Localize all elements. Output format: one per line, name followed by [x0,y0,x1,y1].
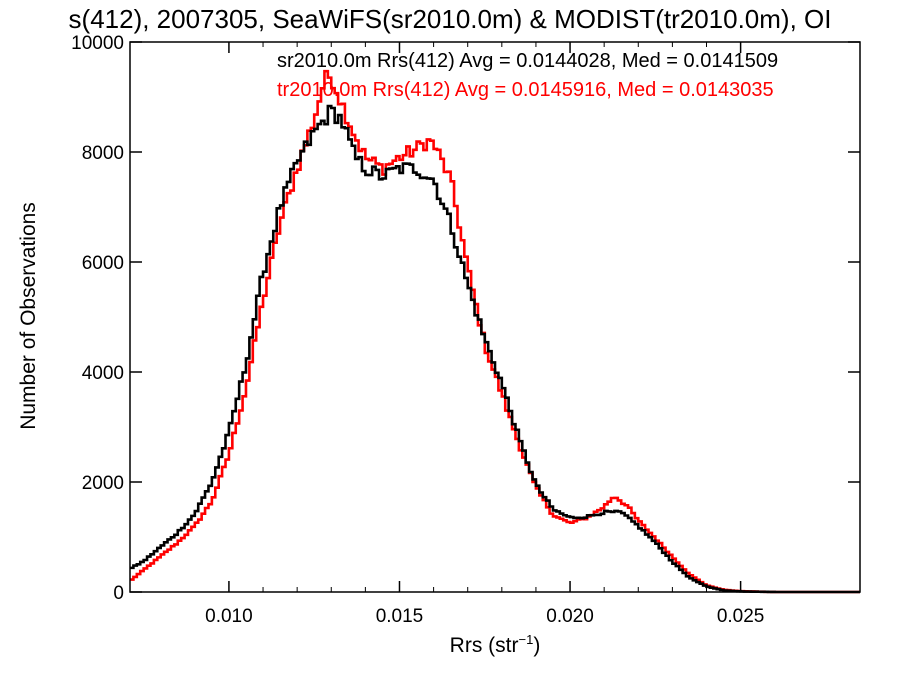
x-tick-label: 0.025 [717,606,765,627]
x-axis-label-main: Rrs (str [450,634,519,657]
x-tick-label: 0.020 [546,606,594,627]
x-axis-label-close: ) [533,634,540,657]
series-line-sr [130,104,860,594]
x-axis-label-superscript: −1 [519,632,534,647]
tick-layer: 0.010 0.015 0.020 0.025 0 2000 4000 6000 8000 100… [71,33,860,627]
y-axis-label: Number of Observations [17,202,40,430]
y-tick-label: 4000 [82,363,124,384]
legend-entry-sr: sr2010.0m Rrs(412) Avg = 0.0144028, Med … [277,50,778,72]
y-tick-label: 0 [113,583,124,604]
x-tick-label: 0.010 [205,606,253,627]
y-tick-label: 10000 [71,33,124,54]
y-tick-label: 8000 [82,143,124,164]
x-axis-label: Rrs (str−1) [450,632,541,657]
x-tick-label: 0.015 [376,606,424,627]
legend-entry-tr: tr2010.0m Rrs(412) Avg = 0.0145916, Med … [277,79,774,101]
legend: sr2010.0m Rrs(412) Avg = 0.0144028, Med … [277,50,778,101]
chart-title: s(412), 2007305, SeaWiFS(sr2010.0m) & MO… [69,4,832,34]
y-tick-label: 6000 [82,253,124,274]
plot-frame [129,41,861,593]
series-layer [130,69,860,594]
y-tick-label: 2000 [82,473,124,494]
plot-area: 0.010 0.015 0.020 0.025 0 2000 4000 6000 8000 100… [71,33,861,627]
